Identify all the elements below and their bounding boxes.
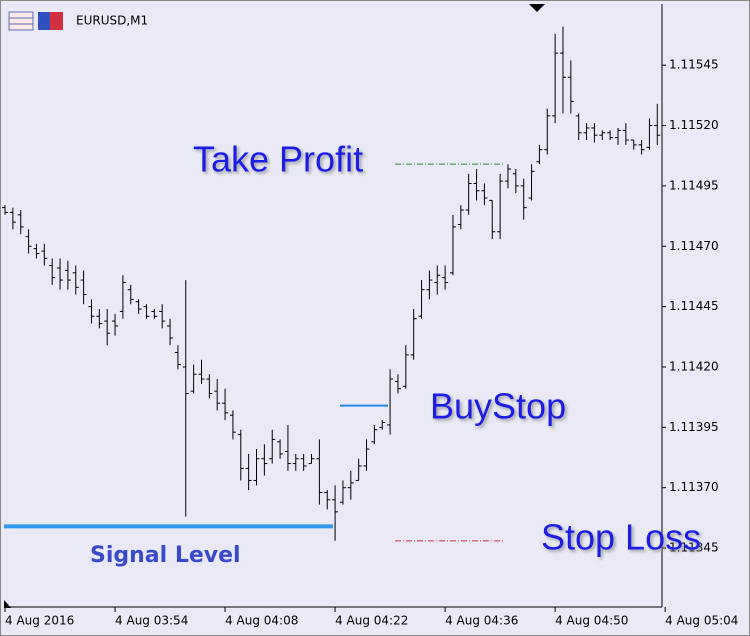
y-tick-label: 1.11520 bbox=[669, 118, 719, 132]
y-tick-label: 1.11345 bbox=[669, 541, 719, 555]
chart-title: EURUSD,M1 bbox=[76, 14, 148, 28]
corner-marker bbox=[4, 600, 11, 608]
y-tick-label: 1.11395 bbox=[669, 420, 719, 434]
x-tick-label: 4 Aug 04:08 bbox=[225, 614, 298, 628]
y-tick-label: 1.11470 bbox=[669, 239, 719, 253]
y-tick-label: 1.11495 bbox=[669, 178, 719, 192]
level-label: Stop Loss bbox=[541, 517, 701, 558]
y-tick-label: 1.11420 bbox=[669, 359, 719, 373]
x-tick-label: 4 Aug 04:36 bbox=[445, 614, 518, 628]
x-tick-label: 4 Aug 03:54 bbox=[115, 614, 188, 628]
x-tick-label: 4 Aug 05:04 bbox=[665, 614, 738, 628]
y-tick-label: 1.11445 bbox=[669, 299, 719, 313]
shift-marker bbox=[529, 4, 545, 12]
level-label: Take Profit bbox=[193, 139, 363, 180]
x-tick-label: 4 Aug 04:22 bbox=[335, 614, 408, 628]
level-label: Signal Level bbox=[90, 543, 241, 568]
x-tick-label: 4 Aug 04:50 bbox=[555, 614, 628, 628]
y-tick-label: 1.11545 bbox=[669, 58, 719, 72]
level-label: BuyStop bbox=[430, 386, 566, 427]
x-tick-label: 4 Aug 2016 bbox=[5, 614, 74, 628]
window-icons bbox=[8, 11, 63, 31]
y-tick-label: 1.11370 bbox=[669, 480, 719, 494]
